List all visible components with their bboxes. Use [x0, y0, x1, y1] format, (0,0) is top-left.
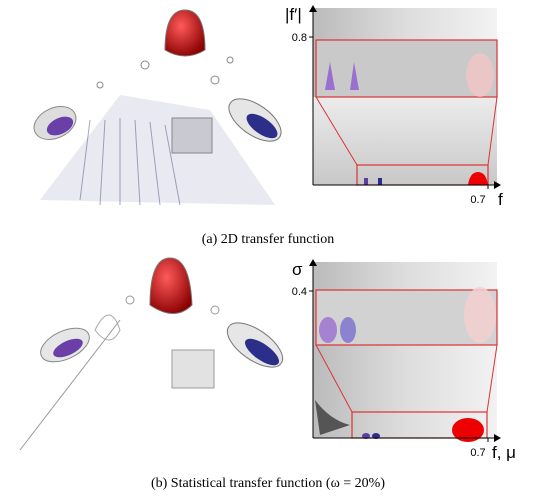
x-tick-label: 0.7	[470, 194, 485, 206]
y-tick-label: 0.4	[292, 286, 307, 298]
rendering-a	[29, 10, 288, 205]
caption: (b) Statistical transfer function (ω = 2…	[151, 476, 385, 491]
x-axis-label: f, μ	[492, 443, 516, 462]
figure: |f′| 0.8 0.7 f (a) 2D transfer function …	[0, 0, 537, 498]
caption: (a) 2D transfer function	[202, 232, 335, 247]
page: |f′| 0.8 0.7 f (a) 2D transfer function …	[0, 0, 537, 498]
plot-b: σ 0.4 0.7 f, μ	[292, 260, 516, 462]
y-axis-label: σ	[292, 260, 303, 279]
plot-a: |f′| 0.8 0.7 f	[285, 5, 503, 209]
x-tick-label: 0.7	[470, 447, 485, 459]
rendering-b	[20, 258, 290, 450]
x-axis-label: f	[498, 190, 503, 209]
y-axis-label: |f′|	[285, 5, 302, 24]
y-tick-label: 0.8	[292, 32, 307, 44]
